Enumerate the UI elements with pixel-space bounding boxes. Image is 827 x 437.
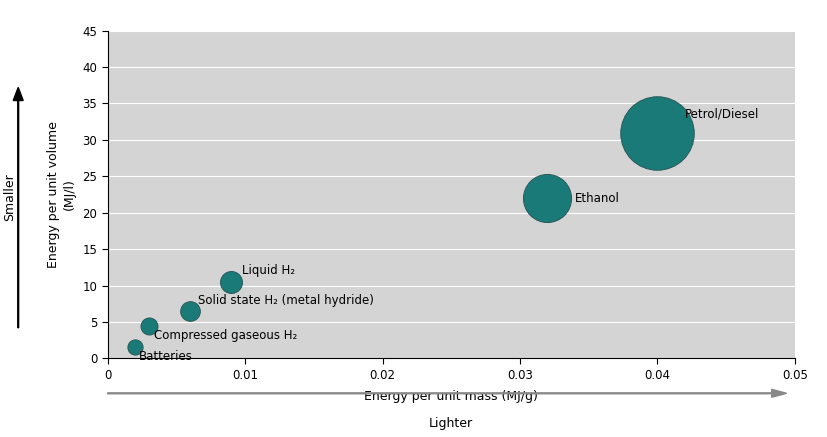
Y-axis label: Energy per unit volume
(MJ/l): Energy per unit volume (MJ/l) (47, 121, 75, 268)
Point (128, 344, 141, 351)
Text: Liquid H₂: Liquid H₂ (242, 264, 295, 277)
Text: Petrol/Diesel: Petrol/Diesel (684, 108, 758, 121)
Point (142, 322, 155, 329)
Point (650, 129, 663, 136)
Point (540, 194, 553, 201)
Point (224, 278, 237, 285)
Text: Ethanol: Ethanol (574, 191, 619, 205)
Text: Smaller: Smaller (3, 173, 17, 221)
Text: Solid state H₂ (metal hydride): Solid state H₂ (metal hydride) (198, 294, 374, 307)
Text: Batteries: Batteries (139, 350, 193, 364)
Text: Lighter: Lighter (428, 417, 473, 430)
Point (184, 308, 197, 315)
X-axis label: Energy per unit mass (MJ/g): Energy per unit mass (MJ/g) (364, 390, 538, 403)
Text: Compressed gaseous H₂: Compressed gaseous H₂ (154, 329, 297, 342)
